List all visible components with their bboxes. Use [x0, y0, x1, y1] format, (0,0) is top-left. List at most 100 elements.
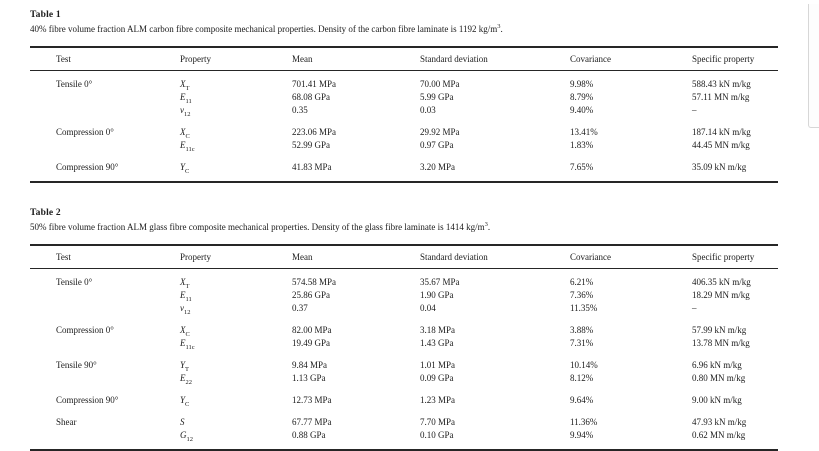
cell-specific: 47.93 kN m/kg — [692, 417, 747, 427]
property-subscript: T — [185, 282, 190, 290]
cell-mean: 223.06 MPa — [292, 127, 337, 137]
cell-property: E11 — [180, 91, 292, 105]
cell-std: 0.03 — [420, 105, 436, 115]
cell-mean: 12.73 MPa — [292, 395, 332, 405]
table1-header-row: Test Property Mean Standard deviation Co… — [30, 47, 778, 71]
cell-std: 1.01 MPa — [420, 360, 456, 370]
cell-property: E11c — [180, 139, 292, 153]
col-header-specific: Specific property — [692, 54, 755, 64]
property-symbol: ν12 — [180, 105, 191, 118]
cell-covariance: 7.36% — [570, 290, 594, 300]
cell-property: E11c — [180, 337, 292, 351]
col-header-mean: Mean — [292, 252, 313, 262]
table2-caption: 50% fibre volume fraction ALM glass fibr… — [30, 221, 778, 232]
table1-section: Table 1 40% fibre volume fraction ALM ca… — [30, 10, 778, 183]
cell-std: 35.67 MPa — [420, 277, 460, 287]
table2-label: Table 2 — [30, 208, 61, 218]
table-row: E11 68.08 GPa 5.99 GPa 8.79% 57.11 MN m/… — [30, 91, 778, 105]
cell-covariance: 9.94% — [570, 430, 594, 440]
cell-specific: 0.80 MN m/kg — [692, 373, 746, 383]
property-base: E — [180, 140, 186, 150]
col-header-property: Property — [180, 252, 211, 262]
cell-test — [30, 429, 180, 450]
cell-specific: 9.00 kN m/kg — [692, 395, 742, 405]
cell-test: Compression 0° — [56, 325, 114, 335]
table2-caption-text: 50% fibre volume fraction ALM glass fibr… — [30, 222, 485, 232]
col-header-std: Standard deviation — [420, 54, 488, 64]
table2-caption-period: . — [487, 222, 491, 232]
cell-std: 0.10 GPa — [420, 430, 454, 440]
table1-label: Table 1 — [30, 10, 61, 20]
table-row: Compression 0° XC 82.00 MPa 3.18 MPa 3.8… — [30, 315, 778, 338]
cell-specific: 44.45 MN m/kg — [692, 140, 750, 150]
table1-caption: 40% fibre volume fraction ALM carbon fib… — [30, 23, 778, 34]
cell-mean: 0.88 GPa — [292, 430, 326, 440]
cell-mean: 9.84 MPa — [292, 360, 328, 370]
table-row: Compression 90° YC 41.83 MPa 3.20 MPa 7.… — [30, 152, 778, 182]
cell-std: 0.97 GPa — [420, 140, 454, 150]
cell-covariance: 13.41% — [570, 127, 598, 137]
cell-mean: 52.99 GPa — [292, 140, 330, 150]
cell-property: ν12 — [180, 104, 292, 118]
cell-mean: 82.00 MPa — [292, 325, 332, 335]
cell-mean: 0.37 — [292, 303, 308, 313]
cell-covariance: 10.14% — [570, 360, 598, 370]
cell-covariance: 8.12% — [570, 373, 594, 383]
cell-std: 1.90 GPa — [420, 290, 454, 300]
table-row: E22 1.13 GPa 0.09 GPa 8.12% 0.80 MN m/kg — [30, 372, 778, 386]
cell-mean: 19.49 GPa — [292, 338, 330, 348]
table1: Test Property Mean Standard deviation Co… — [30, 46, 778, 183]
cell-property: S — [180, 407, 292, 429]
cell-test: Compression 90° — [56, 395, 119, 405]
cell-property: E22 — [180, 372, 292, 386]
property-subscript: 22 — [185, 378, 193, 386]
property-subscript: 11 — [185, 295, 192, 303]
col-header-specific: Specific property — [692, 252, 755, 262]
property-symbol: YC — [180, 395, 189, 408]
cell-covariance: 9.40% — [570, 105, 594, 115]
property-base: Y — [180, 360, 186, 370]
cell-mean: 1.13 GPa — [292, 373, 326, 383]
cell-covariance: 6.21% — [570, 277, 594, 287]
cell-property: ν12 — [180, 302, 292, 316]
property-subscript: 12 — [184, 110, 191, 118]
cell-test — [30, 289, 180, 302]
property-symbol: E11c — [180, 140, 195, 153]
col-header-property: Property — [180, 54, 211, 64]
cell-specific: 57.11 MN m/kg — [692, 92, 750, 102]
cell-std: 29.92 MPa — [420, 127, 460, 137]
cell-std: 0.09 GPa — [420, 373, 454, 383]
cell-property: G12 — [180, 429, 292, 450]
cell-mean: 574.58 MPa — [292, 277, 337, 287]
cell-test: Compression 90° — [56, 162, 119, 172]
cell-std: 5.99 GPa — [420, 92, 454, 102]
page-content: Table 1 40% fibre volume fraction ALM ca… — [30, 10, 778, 451]
cell-covariance: 8.79% — [570, 92, 594, 102]
table1-caption-text: 40% fibre volume fraction ALM carbon fib… — [30, 24, 498, 34]
cell-mean: 25.86 GPa — [292, 290, 330, 300]
col-header-covariance: Covariance — [570, 54, 611, 64]
property-base: S — [180, 417, 185, 427]
cell-test — [30, 104, 180, 117]
cell-covariance: 1.83% — [570, 140, 594, 150]
table-row: ν12 0.35 0.03 9.40% – — [30, 104, 778, 118]
cell-test: Tensile 90° — [56, 360, 97, 370]
cell-covariance: 11.36% — [570, 417, 598, 427]
cell-test: Tensile 0° — [56, 79, 93, 89]
col-header-mean: Mean — [292, 54, 313, 64]
property-subscript: C — [185, 330, 190, 338]
property-symbol: XT — [180, 79, 190, 92]
property-symbol: E11c — [180, 338, 195, 351]
property-subscript: T — [185, 84, 190, 92]
cell-test — [30, 302, 180, 315]
cell-test — [30, 372, 180, 385]
table2-header-row: Test Property Mean Standard deviation Co… — [30, 245, 778, 269]
cell-covariance: 11.35% — [570, 303, 598, 313]
cell-test — [30, 91, 180, 104]
table2-caption-sup: 3 — [484, 221, 488, 228]
property-base: ν — [180, 105, 184, 115]
cell-std: 3.18 MPa — [420, 325, 456, 335]
cell-specific: 18.29 MN m/kg — [692, 290, 750, 300]
col-header-test: Test — [56, 54, 71, 64]
table2-section: Table 2 50% fibre volume fraction ALM gl… — [30, 208, 778, 451]
